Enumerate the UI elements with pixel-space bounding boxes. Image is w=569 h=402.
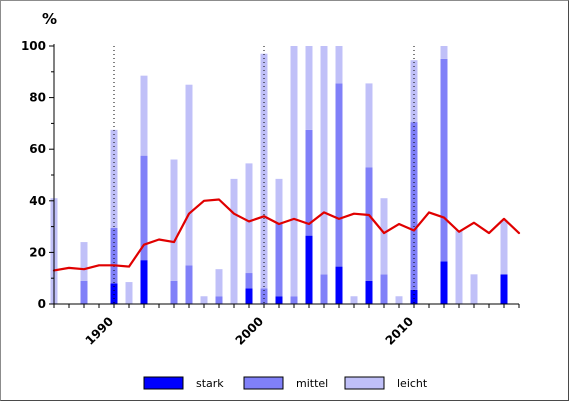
legend-label-leicht: leicht [397,377,428,390]
bar-leicht-1992 [140,75,148,156]
bar-mittel-2003 [305,129,313,236]
bar-mittel-2002 [290,296,298,304]
legend-label-stark: stark [196,377,224,390]
y-tick-label-20: 20 [29,245,46,259]
bar-leicht-1994 [170,159,178,281]
bar-stark-2003 [305,235,313,304]
bar-leicht-1997 [215,269,223,297]
bar-leicht-1999 [245,163,253,274]
bar-mittel-2010 [410,122,418,290]
bar-mittel-1992 [140,155,148,261]
bar-mittel-1988 [80,280,88,304]
bar-mittel-1995 [185,265,193,304]
bar-mittel-1994 [170,280,178,304]
trend-line-layer [52,198,521,272]
legend: stark mittel leicht [143,376,428,390]
bar-leicht-2016 [500,220,508,275]
y-tick-label-0: 0 [38,297,46,311]
reference-lines-layer [113,46,415,304]
bar-leicht-2012 [440,46,448,59]
bar-mittel-2007 [365,167,373,281]
bar-mittel-1999 [245,273,253,289]
bar-mittel-1990 [110,227,118,284]
bar-stark-1990 [110,283,118,304]
bar-leicht-2005 [335,46,343,84]
x-tick-label-2010: 2010 [383,314,417,348]
bar-mittel-2008 [380,274,388,304]
bar-mittel-2000 [260,288,268,304]
bar-leicht-1988 [80,242,88,281]
y-axis-unit-label: % [42,10,57,28]
bar-stark-2012 [440,261,448,304]
bar-mittel-1997 [215,296,223,304]
bar-stark-2001 [275,296,283,304]
bar-leicht-2008 [380,198,388,275]
bar-leicht-1995 [185,84,193,266]
bar-stark-2016 [500,274,508,304]
bars-layer [50,46,508,304]
bar-leicht-2009 [395,296,403,304]
bar-leicht-2003 [305,46,313,130]
bar-leicht-2007 [365,83,373,168]
bar-leicht-1996 [200,296,208,304]
legend-swatch-leicht [344,376,385,390]
y-tick-label-40: 40 [29,194,46,208]
x-tick-label-2000: 2000 [233,314,267,348]
bar-stark-2010 [410,289,418,304]
bar-leicht-2000 [260,53,268,289]
x-tick-label-1990: 1990 [83,314,117,348]
bar-leicht-2002 [290,46,298,297]
legend-swatch-stark [143,376,184,390]
bar-stark-1999 [245,288,253,304]
bar-leicht-1998 [230,178,238,304]
legend-swatch-mittel [243,376,284,390]
bar-leicht-2014 [470,274,478,304]
bar-stark-2007 [365,280,373,304]
bar-stark-1992 [140,260,148,304]
bar-leicht-2010 [410,60,418,123]
bar-mittel-2001 [275,222,283,297]
bar-stark-2005 [335,266,343,304]
trend-line [52,198,521,272]
bar-leicht-1991 [125,282,133,304]
legend-label-mittel: mittel [296,377,328,390]
bar-leicht-2001 [275,178,283,223]
bar-leicht-2004 [320,46,328,275]
y-tick-label-80: 80 [29,91,46,105]
bar-leicht-2006 [350,296,358,304]
bar-leicht-2013 [455,230,463,304]
bar-mittel-2012 [440,58,448,262]
bar-mittel-2005 [335,83,343,267]
y-tick-label-60: 60 [29,142,46,156]
y-tick-label-100: 100 [21,39,46,53]
bar-mittel-2004 [320,274,328,304]
